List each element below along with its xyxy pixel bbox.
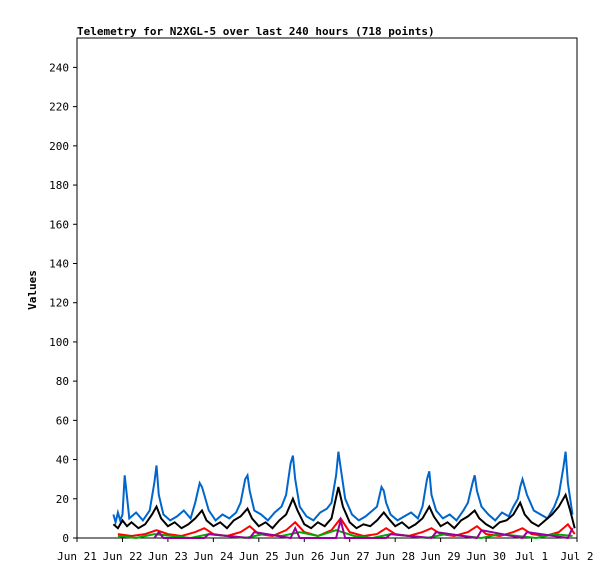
y-tick-label: 140 — [49, 257, 69, 270]
x-tick-label: Jun 30 — [466, 550, 506, 563]
x-tick-label: Jun 29 — [421, 550, 461, 563]
x-tick-label: Jun 22 — [103, 550, 143, 563]
y-tick-label: 220 — [49, 101, 69, 114]
plot-frame — [76, 37, 578, 539]
y-tick-label: 40 — [56, 454, 69, 467]
x-tick-label: Jun 28 — [375, 550, 415, 563]
x-tick-label: Jun 23 — [148, 550, 188, 563]
y-tick-label: 20 — [56, 493, 69, 506]
series-line-5 — [153, 516, 574, 540]
y-axis: 0 20 40 60 80 100 120 140 160 180 200 220 240 — [49, 61, 77, 545]
x-tick-label: Jul 2 — [560, 550, 593, 563]
y-tick-label: 120 — [49, 297, 69, 310]
x-tick-label: Jun 27 — [330, 550, 370, 563]
y-tick-label: 180 — [49, 179, 69, 192]
x-axis: Jun 21 Jun 22 Jun 23 Jun 24 Jun 25 Jun 26 Jun … — [57, 538, 594, 563]
series-line-2 — [112, 486, 576, 530]
y-tick-label: 80 — [56, 375, 69, 388]
series-line-1 — [112, 451, 574, 527]
y-tick-label: 60 — [56, 414, 69, 427]
chart-title: Telemetry for N2XGL-5 over last 240 hour… — [77, 25, 435, 38]
y-tick-label: 100 — [49, 336, 69, 349]
y-tick-label: 160 — [49, 218, 69, 231]
y-tick-label: 0 — [62, 532, 69, 545]
x-tick-label: Jun 24 — [193, 550, 233, 563]
x-tick-label: Jun 26 — [284, 550, 324, 563]
x-tick-label: Jun 25 — [239, 550, 279, 563]
x-tick-label: Jul 1 — [515, 550, 548, 563]
y-tick-label: 240 — [49, 61, 69, 74]
y-axis-label: Values — [26, 270, 39, 310]
series-lines — [112, 451, 576, 540]
y-tick-label: 200 — [49, 140, 69, 153]
x-tick-label: Jun 21 — [57, 550, 97, 563]
